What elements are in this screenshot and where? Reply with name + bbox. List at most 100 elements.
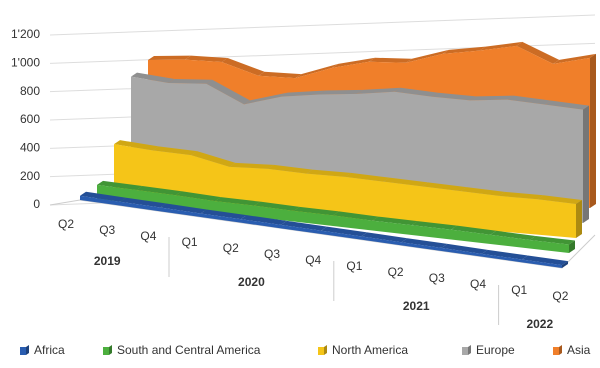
area-top — [516, 41, 560, 64]
area-top — [281, 90, 326, 97]
area-side — [576, 200, 582, 238]
area — [114, 144, 576, 238]
x-tick-label: Q3 — [429, 271, 445, 285]
area-top — [394, 87, 439, 97]
area-top — [175, 191, 221, 202]
grid-line — [49, 14, 596, 36]
area-top — [369, 57, 412, 63]
x-tick-label: Q3 — [264, 247, 280, 261]
area-top — [114, 140, 159, 151]
area-top — [432, 92, 476, 101]
area-top — [357, 87, 401, 94]
y-tick-label: 0 — [33, 197, 40, 211]
area-top — [372, 216, 418, 226]
x-tick-label: Q2 — [552, 289, 568, 303]
area-top — [240, 215, 287, 225]
legend-swatch-side — [559, 345, 562, 355]
area-top — [131, 72, 175, 83]
legend-label: South and Central America — [117, 343, 261, 357]
area-top — [553, 53, 596, 64]
y-tick-label: 600 — [20, 112, 40, 126]
area-top — [319, 89, 363, 95]
area-top — [332, 57, 375, 68]
area-top — [280, 220, 327, 231]
x-tick-label: Q4 — [305, 253, 321, 267]
x-group-label: 2019 — [94, 254, 121, 268]
area-top — [537, 195, 582, 204]
area-top — [361, 232, 408, 243]
x-group-label: 2022 — [526, 317, 553, 331]
area-top — [184, 55, 228, 62]
area-top — [507, 95, 552, 105]
legend-label: North America — [332, 343, 408, 357]
x-group-label: 2021 — [403, 299, 430, 313]
area-top — [401, 238, 448, 248]
area-top — [120, 197, 167, 208]
area — [80, 195, 562, 268]
x-tick-label: Q1 — [511, 283, 527, 297]
area-top — [244, 92, 288, 105]
area-top — [254, 201, 300, 211]
y-tick-label: 200 — [20, 169, 40, 183]
area-top — [442, 46, 486, 54]
y-tick-label: 800 — [20, 84, 40, 98]
legend-swatch-side — [468, 345, 471, 355]
area-top — [333, 211, 379, 221]
area-top — [521, 255, 568, 266]
area-top — [191, 151, 236, 167]
area-top — [97, 180, 143, 191]
x-tick-label: Q2 — [388, 265, 404, 279]
area-top — [295, 63, 339, 79]
x-tick-label: Q2 — [223, 241, 239, 255]
area-top — [481, 249, 528, 260]
area-top — [460, 187, 505, 196]
legend-swatch — [318, 347, 324, 355]
area-top — [411, 221, 457, 230]
area-top — [470, 95, 514, 101]
y-tick-label: 400 — [20, 141, 40, 155]
area — [97, 184, 569, 253]
legend-label: Asia — [567, 343, 591, 357]
area-top — [529, 236, 575, 245]
y-tick-label: 1'200 — [11, 27, 40, 41]
legend-label: Africa — [34, 343, 65, 357]
area-top — [479, 41, 523, 51]
area-top — [545, 100, 589, 110]
x-tick-label: Q4 — [140, 229, 156, 243]
area-top — [293, 206, 339, 216]
area-top — [405, 49, 449, 63]
area-top — [258, 71, 302, 79]
area-top — [229, 162, 274, 169]
x-tick-label: Q1 — [346, 259, 362, 273]
area-side — [590, 53, 596, 209]
x-tick-label: Q1 — [182, 235, 198, 249]
area-top — [451, 225, 497, 235]
legend-swatch-side — [324, 345, 327, 355]
area-side — [583, 105, 589, 223]
area-top — [383, 177, 428, 187]
x-tick-label: Q2 — [58, 217, 74, 231]
x-tick-label: Q4 — [470, 277, 486, 291]
x-group-label: 2020 — [238, 275, 265, 289]
area-top — [268, 164, 313, 174]
legend-swatch — [20, 347, 26, 355]
area-top — [490, 230, 536, 240]
area-side — [562, 261, 568, 268]
area-top — [160, 203, 207, 214]
area-top — [136, 186, 182, 196]
area-top — [345, 172, 390, 182]
area-top — [200, 209, 247, 220]
area-top — [152, 146, 197, 156]
legend-label: Europe — [476, 343, 515, 357]
area-top — [441, 243, 488, 254]
area-side — [569, 240, 575, 253]
legend-swatch — [103, 347, 109, 355]
area-top — [80, 191, 127, 202]
legend-swatch — [462, 347, 468, 355]
area-top — [306, 169, 351, 177]
area-top — [215, 197, 261, 206]
area-top — [499, 191, 544, 200]
x-tick-label: Q3 — [99, 223, 115, 237]
area-top — [148, 55, 191, 60]
